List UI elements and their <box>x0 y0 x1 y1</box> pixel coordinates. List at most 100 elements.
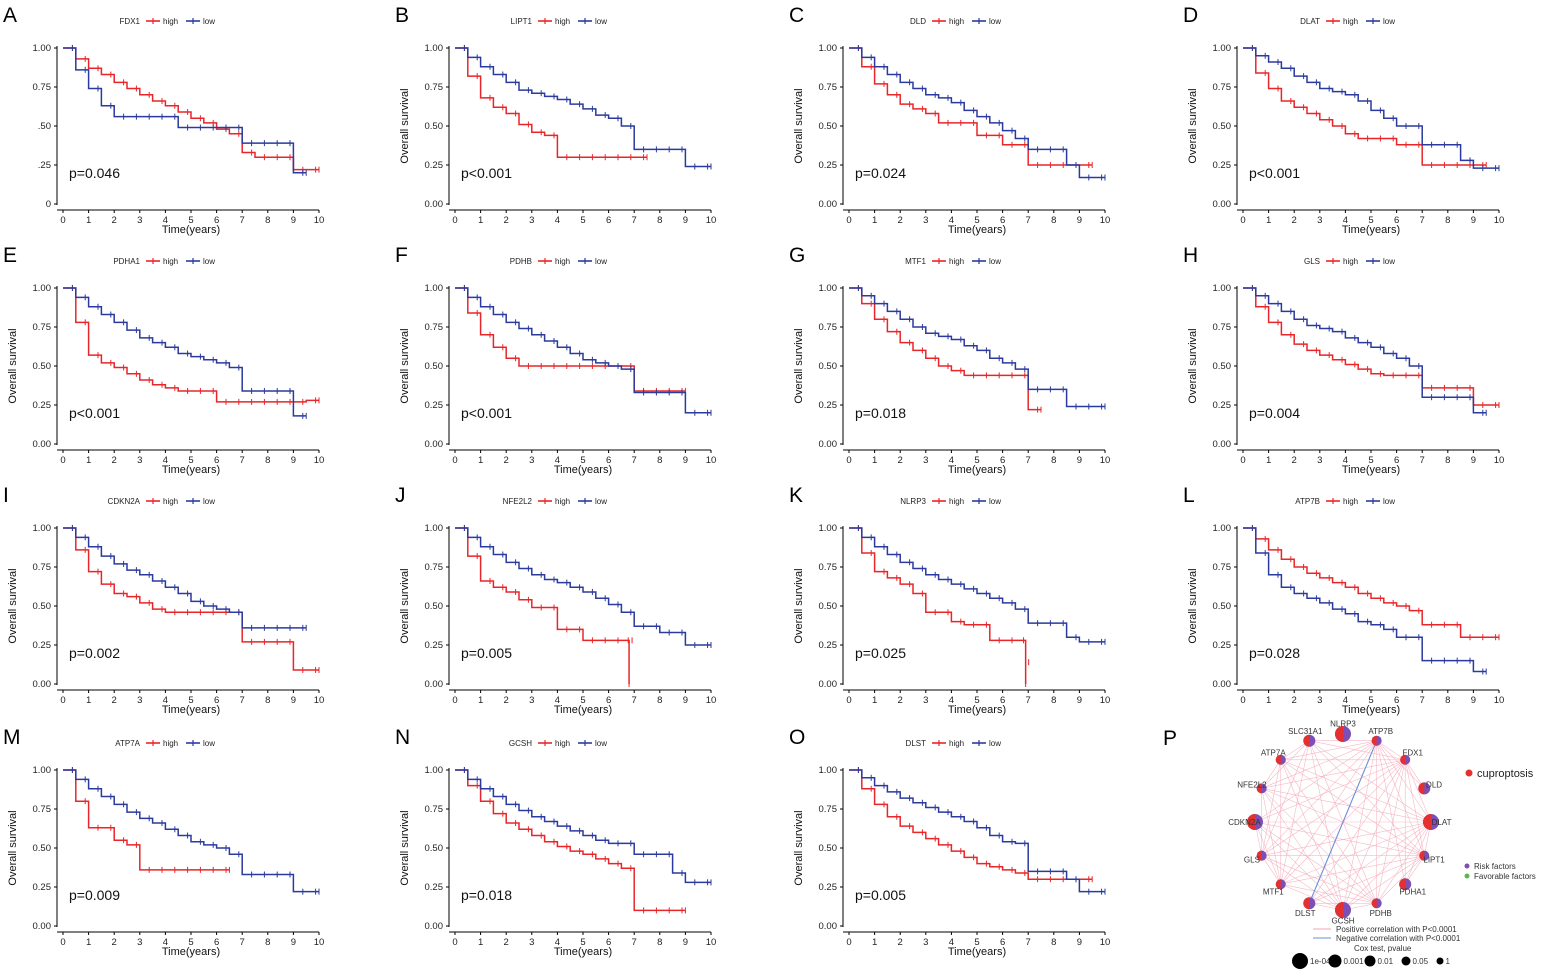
y-tick-label: 0.50 <box>425 361 444 372</box>
legend-gene: ATP7A <box>115 739 140 748</box>
y-tick-label: 1.00 <box>819 765 838 776</box>
y-axis-label: Overall survival <box>793 88 805 163</box>
y-axis-label: Overall survival <box>399 328 411 403</box>
legend-gene: MTF1 <box>905 257 926 266</box>
panel-letter: D <box>1183 4 1198 27</box>
network-edge-positive <box>1309 740 1406 761</box>
y-tick-label: 0.50 <box>1213 361 1232 372</box>
curve-high <box>1243 47 1487 166</box>
legend-high-label: high <box>163 739 178 748</box>
y-tick-label: 0.75 <box>819 804 838 815</box>
network-edge-positive <box>1261 821 1432 856</box>
network-edge-negative <box>1308 740 1378 904</box>
network-node-label: MTF1 <box>1263 888 1284 897</box>
curve-high <box>455 287 686 392</box>
x-axis-label: Time(years) <box>948 946 1006 958</box>
x-tick-label: 0 <box>60 695 65 706</box>
network-panel: P NLRP3 ATP7B FDX1 DLD DLAT LIPT1 PDHA1 PDHB GCSH… <box>1163 719 1536 969</box>
cox-size-dot <box>1401 956 1411 966</box>
curve-low <box>849 769 1105 893</box>
x-tick-label: 8 <box>265 455 270 466</box>
network-edge-positive <box>1280 740 1310 885</box>
x-tick-label: 0 <box>1240 455 1245 466</box>
y-tick-label: 0.25 <box>425 882 444 893</box>
y-tick-label: 0.25 <box>33 400 52 411</box>
network-edge-positive <box>1342 740 1377 911</box>
x-tick-label: 7 <box>632 455 637 466</box>
legend-low-label: low <box>1383 257 1395 266</box>
network-node-label: GLS <box>1244 856 1260 865</box>
x-tick-label: 8 <box>1445 695 1450 706</box>
panel-letter: P <box>1163 727 1177 750</box>
legend-low-label: low <box>203 17 215 26</box>
y-axis-label: Overall survival <box>1187 88 1199 163</box>
legend-neg-label: Negative correlation with P<0.0001 <box>1336 934 1461 943</box>
network-edge-positive <box>1309 740 1432 823</box>
curve-low <box>63 287 307 417</box>
network-edge-positive <box>1261 788 1432 823</box>
network-edge-positive <box>1404 759 1425 856</box>
network-node-half <box>1303 734 1310 747</box>
network-edge-positive <box>1404 759 1432 823</box>
network-node-half <box>1418 782 1425 795</box>
network-edge-positive <box>1280 759 1425 856</box>
x-tick-label: 1 <box>478 455 483 466</box>
x-tick-label: 1 <box>872 695 877 706</box>
y-axis-label: Overall survival <box>1187 568 1199 643</box>
x-tick-label: 6 <box>1394 695 1399 706</box>
legend-gene: PDHB <box>510 257 532 266</box>
x-tick-label: 4 <box>949 215 954 226</box>
x-tick-label: 8 <box>1051 937 1056 948</box>
y-tick-label: 1.00 <box>819 283 838 294</box>
x-tick-label: 2 <box>112 215 117 226</box>
panel-letter: B <box>395 4 409 27</box>
network-edge-positive <box>1280 740 1377 885</box>
x-tick-label: 3 <box>137 937 142 948</box>
y-tick-label: 0.50 <box>1213 121 1232 132</box>
x-tick-label: 10 <box>314 937 325 948</box>
legend-low-label: low <box>203 257 215 266</box>
y-axis-label: Overall survival <box>7 328 19 403</box>
curve-high <box>849 769 1093 880</box>
x-tick-label: 6 <box>1000 455 1005 466</box>
y-tick-label: 0.25 <box>425 640 444 651</box>
network-edge-positive <box>1261 740 1310 856</box>
x-tick-label: 6 <box>214 695 219 706</box>
x-tick-label: 7 <box>1026 937 1031 948</box>
legend-high-label: high <box>163 17 178 26</box>
y-axis-label: Overall survival <box>399 810 411 885</box>
x-tick-label: 10 <box>1100 215 1111 226</box>
network-node-half <box>1247 814 1255 830</box>
x-tick-label: 9 <box>291 937 296 948</box>
network-node-label: DLST <box>1295 909 1316 918</box>
y-tick-label: 0.75 <box>1213 82 1232 93</box>
network-edge-positive <box>1261 788 1344 911</box>
x-axis-label: Time(years) <box>162 464 220 476</box>
curve-high <box>1243 527 1499 638</box>
panel-letter: I <box>3 484 9 507</box>
legend-high-label: high <box>949 17 964 26</box>
km-panel-L: L ATP7B high low 1.00 0.75 0.50 0.25 0.00 0 1 2 3 4 5 6… <box>1183 484 1504 716</box>
legend-high-label: high <box>163 497 178 506</box>
x-tick-label: 9 <box>291 215 296 226</box>
y-tick-label: .25 <box>38 160 51 171</box>
curve-high <box>455 769 686 912</box>
network-edge-positive <box>1309 759 1406 904</box>
network-node-half <box>1419 850 1425 861</box>
y-axis-label: Overall survival <box>793 328 805 403</box>
cox-size-label: 0.05 <box>1413 957 1429 966</box>
network-node-half <box>1371 898 1377 909</box>
x-tick-label: 5 <box>974 695 979 706</box>
network-edge-positive <box>1376 740 1425 856</box>
x-tick-label: 2 <box>898 695 903 706</box>
y-axis-label: Overall survival <box>399 568 411 643</box>
x-tick-label: 0 <box>452 695 457 706</box>
network-edge-positive <box>1261 855 1344 911</box>
x-tick-label: 2 <box>504 937 509 948</box>
curve-high <box>455 527 630 684</box>
legend-low-label: low <box>203 497 215 506</box>
x-tick-label: 5 <box>974 937 979 948</box>
network-edge-positive <box>1376 740 1432 823</box>
network-edge-positive <box>1280 759 1344 911</box>
x-tick-label: 0 <box>846 695 851 706</box>
